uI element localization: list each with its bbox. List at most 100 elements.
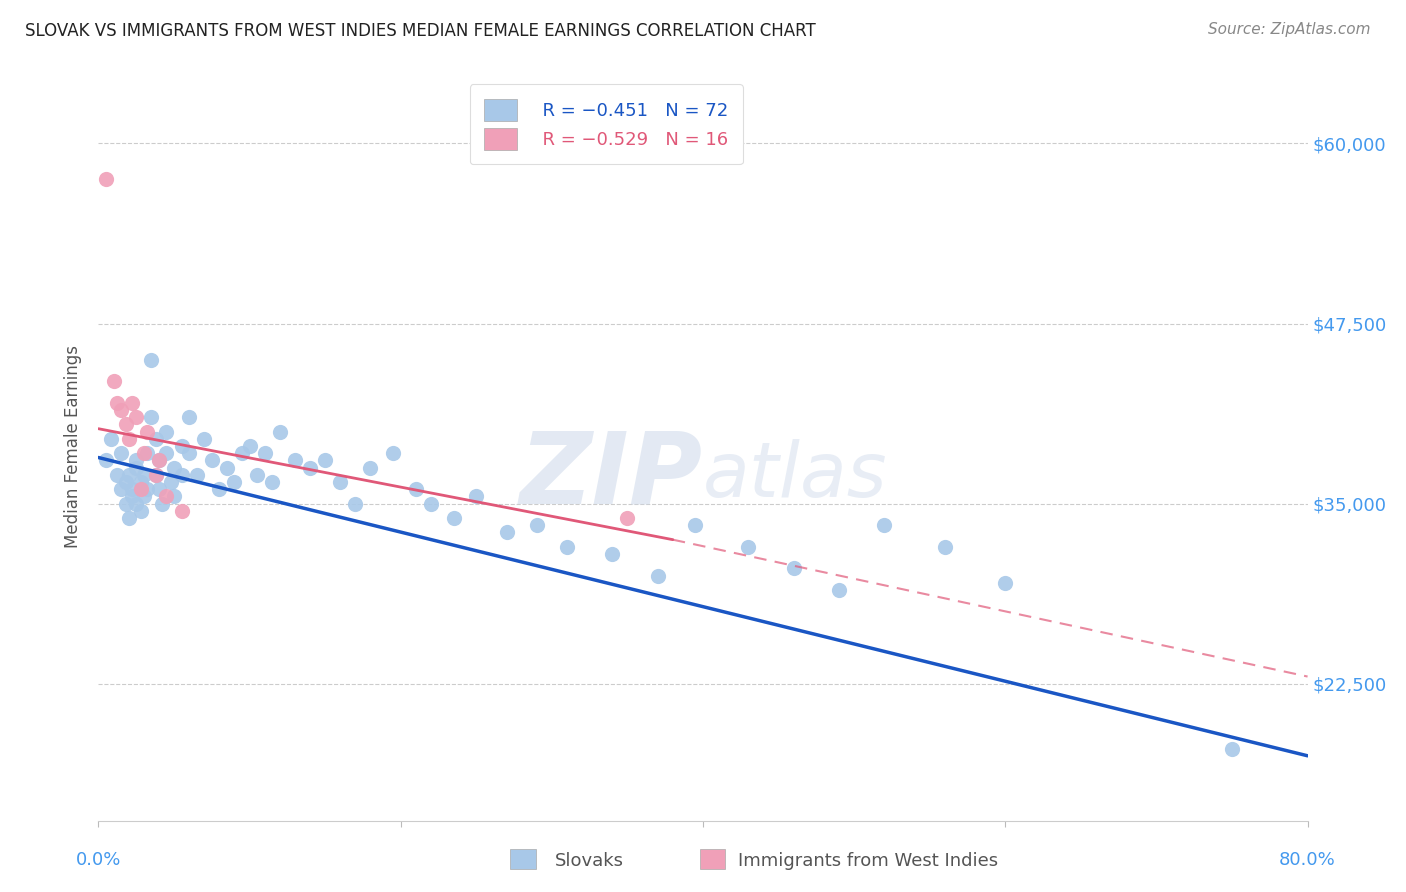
Point	[94, 453, 117, 467]
Point	[141, 352, 163, 367]
Point	[299, 460, 322, 475]
Point	[602, 547, 624, 561]
Point	[125, 410, 148, 425]
Bar	[510, 849, 536, 869]
Point	[110, 403, 132, 417]
Point	[163, 490, 186, 504]
Point	[253, 446, 276, 460]
Point	[135, 446, 157, 460]
Point	[201, 453, 224, 467]
Point	[150, 497, 173, 511]
Point	[129, 504, 152, 518]
Point	[231, 446, 253, 460]
Point	[685, 518, 707, 533]
Text: Immigrants from West Indies: Immigrants from West Indies	[738, 852, 998, 870]
Point	[125, 453, 148, 467]
Point	[121, 396, 143, 410]
Point	[224, 475, 246, 489]
Point	[170, 439, 193, 453]
Point	[118, 511, 141, 525]
Point	[262, 475, 284, 489]
Point	[994, 575, 1017, 590]
Y-axis label: Median Female Earnings: Median Female Earnings	[65, 344, 83, 548]
Point	[135, 482, 157, 496]
Point	[495, 525, 517, 540]
Point	[145, 467, 167, 482]
Point	[105, 467, 128, 482]
Point	[129, 475, 152, 489]
Point	[465, 490, 488, 504]
Point	[555, 540, 578, 554]
Point	[934, 540, 956, 554]
Point	[121, 482, 143, 496]
Point	[114, 417, 136, 432]
Point	[329, 475, 352, 489]
Bar	[700, 849, 725, 869]
Point	[141, 410, 163, 425]
Point	[239, 439, 262, 453]
Point	[179, 446, 201, 460]
Point	[145, 432, 167, 446]
Point	[155, 425, 177, 439]
Point	[132, 490, 155, 504]
Point	[186, 467, 208, 482]
Point	[737, 540, 759, 554]
Point	[148, 453, 170, 467]
Point	[828, 583, 851, 598]
Point	[110, 446, 132, 460]
Point	[110, 482, 132, 496]
Point	[135, 425, 157, 439]
Point	[105, 396, 128, 410]
Text: 0.0%: 0.0%	[76, 851, 121, 869]
Point	[208, 482, 231, 496]
Point	[443, 511, 465, 525]
Point	[114, 497, 136, 511]
Point	[647, 568, 669, 582]
Point	[170, 504, 193, 518]
Text: Source: ZipAtlas.com: Source: ZipAtlas.com	[1208, 22, 1371, 37]
Point	[121, 490, 143, 504]
Point	[145, 467, 167, 482]
Point	[783, 561, 806, 575]
Point	[314, 453, 336, 467]
Point	[94, 172, 117, 186]
Text: Slovaks: Slovaks	[555, 852, 624, 870]
Point	[246, 467, 269, 482]
Point	[132, 467, 155, 482]
Text: atlas: atlas	[703, 439, 887, 513]
Point	[405, 482, 427, 496]
Point	[103, 374, 125, 388]
Point	[125, 460, 148, 475]
Point	[616, 511, 638, 525]
Point	[215, 460, 238, 475]
Text: 80.0%: 80.0%	[1279, 851, 1336, 869]
Point	[132, 446, 155, 460]
Point	[129, 482, 152, 496]
Point	[100, 432, 122, 446]
Point	[148, 453, 170, 467]
Text: ZIP: ZIP	[520, 427, 703, 524]
Point	[382, 446, 405, 460]
Point	[155, 446, 177, 460]
Text: SLOVAK VS IMMIGRANTS FROM WEST INDIES MEDIAN FEMALE EARNINGS CORRELATION CHART: SLOVAK VS IMMIGRANTS FROM WEST INDIES ME…	[25, 22, 815, 40]
Point	[193, 432, 215, 446]
Point	[526, 518, 548, 533]
Point	[170, 467, 193, 482]
Point	[148, 482, 170, 496]
Point	[284, 453, 307, 467]
Point	[269, 425, 291, 439]
Point	[1220, 741, 1243, 756]
Point	[118, 467, 141, 482]
Point	[114, 475, 136, 489]
Legend:   R = −0.451   N = 72,   R = −0.529   N = 16: R = −0.451 N = 72, R = −0.529 N = 16	[470, 84, 742, 164]
Point	[125, 497, 148, 511]
Point	[160, 475, 183, 489]
Point	[344, 497, 367, 511]
Point	[163, 460, 186, 475]
Point	[420, 497, 443, 511]
Point	[155, 490, 177, 504]
Point	[118, 432, 141, 446]
Point	[873, 518, 896, 533]
Point	[179, 410, 201, 425]
Point	[360, 460, 382, 475]
